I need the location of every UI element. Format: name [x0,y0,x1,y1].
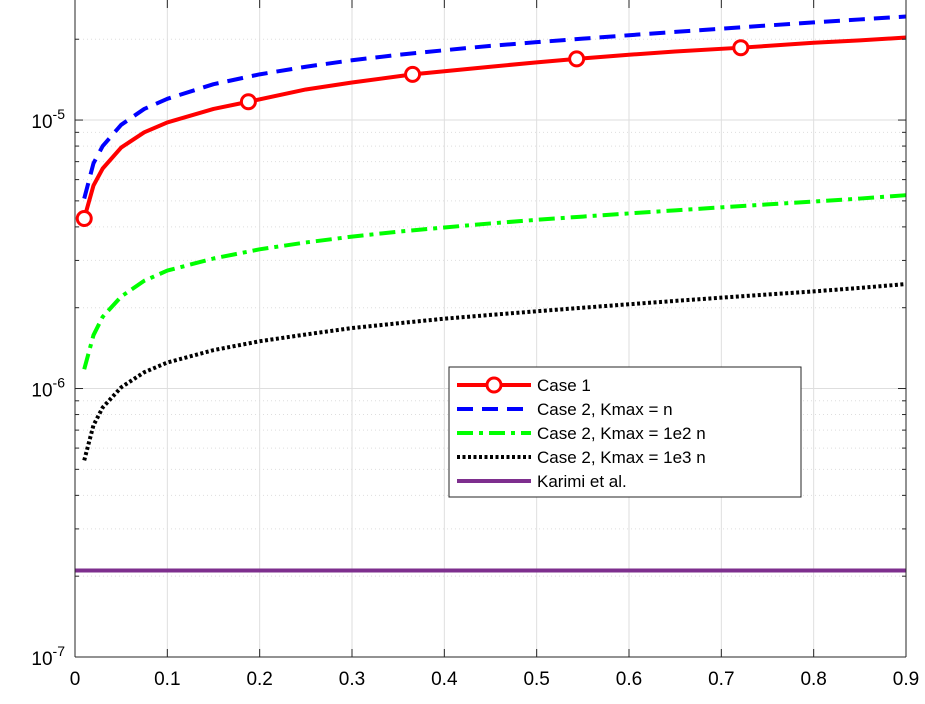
x-tick-label: 0.8 [800,669,826,690]
legend-label-1: Case 1 [537,376,591,395]
y-tick-label: 10-5 [31,106,65,133]
series-marker [75,209,93,227]
series-line-3 [82,193,907,370]
legend-label-4: Case 2, Kmax = 1e3 n [537,448,706,467]
x-tick-label: 0.4 [431,669,458,690]
x-tick-label: 0.3 [339,669,365,690]
x-tick-label: 0 [70,669,81,690]
legend-label-2: Case 2, Kmax = n [537,400,673,419]
y-tick-label: 10-7 [31,643,65,670]
legend-label-5: Karimi et al. [537,472,627,491]
x-tick-label: 0.9 [893,669,919,690]
legend-label-3: Case 2, Kmax = 1e2 n [537,424,706,443]
legend: Case 1 Case 2, Kmax = n Case 2, Kmax = 1e2… [448,366,802,498]
x-tick-label: 0.5 [523,669,549,690]
grid [75,0,906,657]
series-marker [732,39,750,57]
legend-marker [485,376,503,394]
plot-series [75,14,907,573]
x-tick-label: 0.6 [616,669,642,690]
y-tick-label: 10-6 [31,375,65,402]
series-marker [404,65,422,83]
x-tick-label: 0.1 [154,669,180,690]
series-line-1 [82,35,907,220]
legend-box [448,366,802,498]
x-tick-label: 0.7 [708,669,734,690]
series-marker [239,93,257,111]
axes: 0 0.1 0.2 0.3 0.4 0.5 0.6 0.7 0.8 0.9 10-7 10-6 10-5 [31,0,919,690]
series-marker [568,50,586,68]
x-tick-label: 0.2 [246,669,272,690]
